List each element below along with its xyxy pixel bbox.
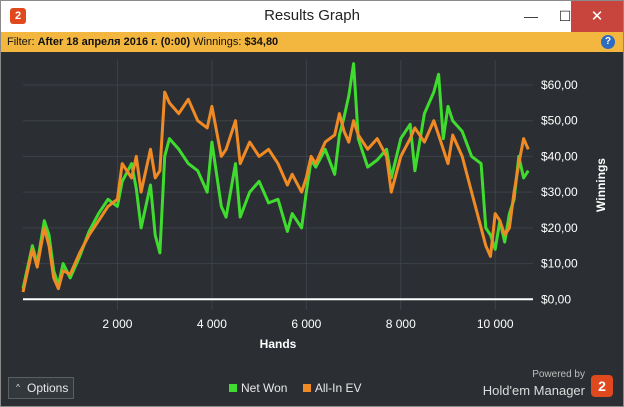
brand-block: Powered by Hold'em Manager 2 [475,369,615,405]
y-tick-label: $0,00 [541,292,571,306]
x-tick-label: 8 000 [386,317,416,331]
window-title: Results Graph [264,7,360,24]
close-button[interactable]: ✕ [571,1,623,32]
x-tick-label: 4 000 [197,317,227,331]
caret-up-icon: ^ [16,383,20,392]
x-tick-label: 10 000 [477,317,514,331]
legend-label-net-won: Net Won [241,381,288,395]
y-tick-label: $40,00 [541,149,578,163]
legend-label-all-in-ev: All-In EV [314,381,362,395]
legend-swatch-all-in-ev [302,384,311,392]
filter-bar: Filter: After 18 апреля 2016 г. (0:00) W… [1,32,623,52]
brand-name: Hold'em Manager [482,383,585,398]
minimize-button[interactable]: — [524,8,538,24]
y-tick-label: $10,00 [541,257,578,271]
winnings-label: Winnings: [193,36,242,48]
brand-logo-icon: 2 [591,375,613,397]
results-chart: $0,00 $10,00 $20,00 $30,00 $40,00 $50,00 $60,0… [21,60,608,351]
chart-legend: Net Won All-In EV [229,381,374,395]
legend-item-all-in-ev[interactable]: All-In EV [302,381,362,395]
powered-by-text: Powered by [532,369,585,380]
series-line-net-won [21,62,530,289]
winnings-value: $34,80 [244,36,279,48]
filter-value: After 18 апреля 2016 г. (0:00) [37,36,191,48]
legend-swatch-net-won [229,384,237,392]
y-tick-label: $50,00 [541,114,578,128]
help-icon[interactable]: ? [601,35,615,49]
title-bar: 2 Results Graph — ☐ ✕ [1,1,623,32]
x-axis-label: Hands [260,337,297,351]
y-axis-label: Winnings [594,158,608,212]
app-logo-icon: 2 [10,8,26,24]
filter-prefix: Filter: [7,36,35,48]
filter-text: Filter: After 18 апреля 2016 г. (0:00) W… [7,36,278,48]
y-tick-label: $20,00 [541,221,578,235]
options-button[interactable]: ^ Options [8,377,74,399]
legend-item-net-won[interactable]: Net Won [229,381,287,395]
x-tick-label: 6 000 [291,317,321,331]
x-tick-label: 2 000 [102,317,132,331]
series-line-all-in-ev [21,90,530,293]
y-tick-label: $60,00 [541,78,578,92]
bottom-bar: ^ Options Net Won All-In EV Powered by Ho… [1,369,623,406]
options-label: Options [27,381,69,395]
maximize-button[interactable]: ☐ [558,8,572,24]
y-tick-label: $30,00 [541,185,578,199]
